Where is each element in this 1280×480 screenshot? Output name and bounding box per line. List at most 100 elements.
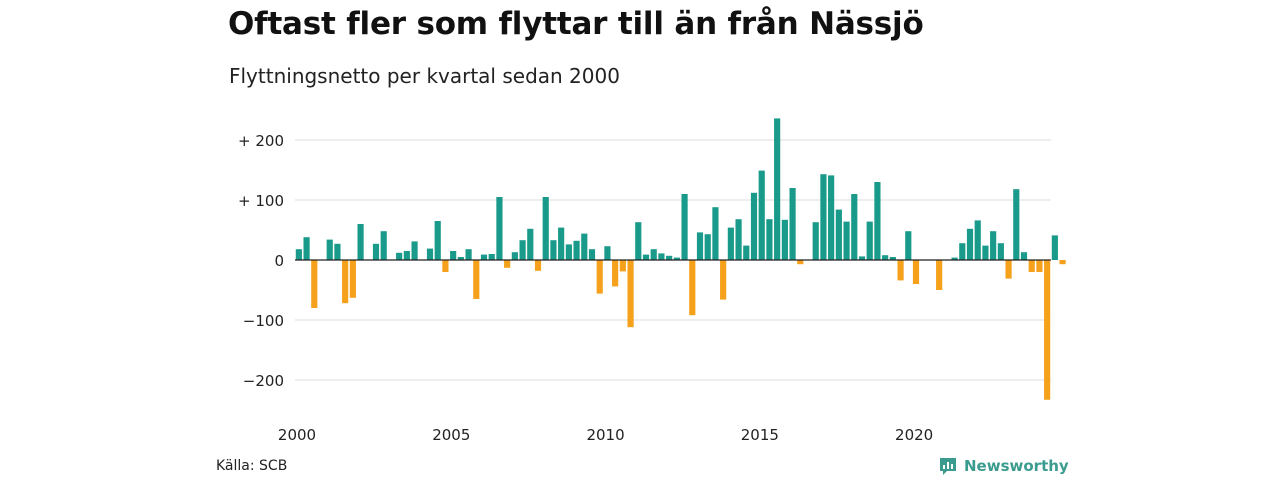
bar	[858, 256, 866, 260]
bar	[966, 228, 974, 260]
bar	[581, 233, 588, 260]
bar	[727, 227, 734, 260]
bar	[905, 231, 912, 260]
brand-name: Newsworthy	[964, 457, 1069, 475]
bar	[396, 252, 403, 260]
bar	[704, 234, 711, 260]
chart-title: Oftast fler som flyttar till än från Näs…	[228, 6, 924, 42]
bar	[588, 249, 596, 260]
bar	[565, 244, 572, 260]
bar	[295, 249, 302, 260]
bar	[1005, 260, 1012, 279]
bar	[789, 188, 796, 260]
source-note: Källa: SCB	[216, 458, 288, 474]
bar	[596, 260, 603, 294]
bar	[1051, 235, 1058, 260]
bar	[326, 239, 333, 260]
bar	[558, 227, 565, 260]
bar	[303, 237, 310, 260]
bar	[997, 243, 1004, 260]
bar	[457, 257, 464, 260]
bar	[936, 260, 943, 290]
bar	[828, 175, 835, 260]
y-tick-label: 0	[274, 252, 284, 270]
bar	[411, 241, 418, 260]
bar	[735, 219, 742, 260]
bar	[527, 228, 534, 260]
bar	[519, 240, 526, 260]
bar	[573, 240, 580, 260]
bar	[843, 221, 850, 260]
bar	[480, 254, 488, 260]
bar	[897, 260, 904, 281]
bar	[488, 254, 495, 260]
bar	[534, 260, 542, 271]
bar	[1059, 260, 1066, 265]
bar	[781, 219, 788, 260]
bar	[426, 248, 434, 260]
x-tick-label: 2000	[278, 426, 316, 444]
bar	[874, 182, 881, 260]
bar	[866, 221, 873, 260]
bar	[912, 260, 920, 284]
bar	[835, 209, 842, 260]
bar	[712, 207, 719, 260]
bar	[334, 243, 341, 260]
bar	[720, 260, 727, 300]
x-tick-label: 2010	[586, 426, 624, 444]
bar	[1036, 260, 1043, 272]
bar	[974, 220, 981, 260]
bar	[450, 251, 457, 260]
x-tick-label: 2005	[432, 426, 470, 444]
chart-subtitle: Flyttningsnetto per kvartal sedan 2000	[229, 64, 620, 88]
bars	[295, 118, 1066, 400]
bar	[959, 243, 966, 260]
newsworthy-logo-icon	[938, 456, 958, 476]
bar	[619, 260, 626, 272]
bar	[511, 252, 518, 260]
bar	[612, 260, 619, 287]
y-tick-label: −200	[243, 372, 284, 390]
bar	[990, 231, 997, 260]
bar	[951, 257, 958, 260]
bar	[658, 253, 665, 260]
grid-lines	[295, 139, 1051, 381]
bar	[635, 222, 642, 260]
y-tick-labels: + 200 + 100 0 −100 −200	[238, 132, 284, 390]
bar	[758, 170, 765, 260]
bar	[642, 254, 650, 260]
bar	[542, 197, 549, 260]
bar	[465, 249, 472, 260]
bar	[650, 249, 657, 260]
bar	[403, 251, 410, 260]
bar	[743, 245, 750, 260]
bar	[1044, 260, 1051, 400]
bar	[1028, 260, 1035, 272]
bar	[889, 257, 896, 260]
bar	[774, 118, 781, 261]
bar	[442, 260, 449, 272]
bar	[982, 245, 989, 260]
bar	[349, 260, 356, 298]
bar	[666, 255, 673, 260]
bar	[473, 260, 480, 299]
bar	[1020, 252, 1028, 260]
x-tick-label: 2015	[741, 426, 779, 444]
brand-logo: Newsworthy	[938, 456, 1069, 476]
bar	[750, 192, 758, 260]
x-tick-label: 2020	[895, 426, 933, 444]
bar	[434, 221, 441, 260]
bar	[820, 174, 827, 260]
bar	[627, 260, 634, 328]
bar	[550, 240, 557, 260]
bar	[496, 197, 503, 260]
bar	[380, 231, 387, 260]
bar	[673, 257, 680, 260]
bar	[681, 194, 688, 260]
bar	[851, 194, 858, 260]
bar	[311, 260, 318, 308]
bar	[372, 243, 380, 260]
bar	[1013, 189, 1020, 260]
bar	[604, 246, 611, 260]
